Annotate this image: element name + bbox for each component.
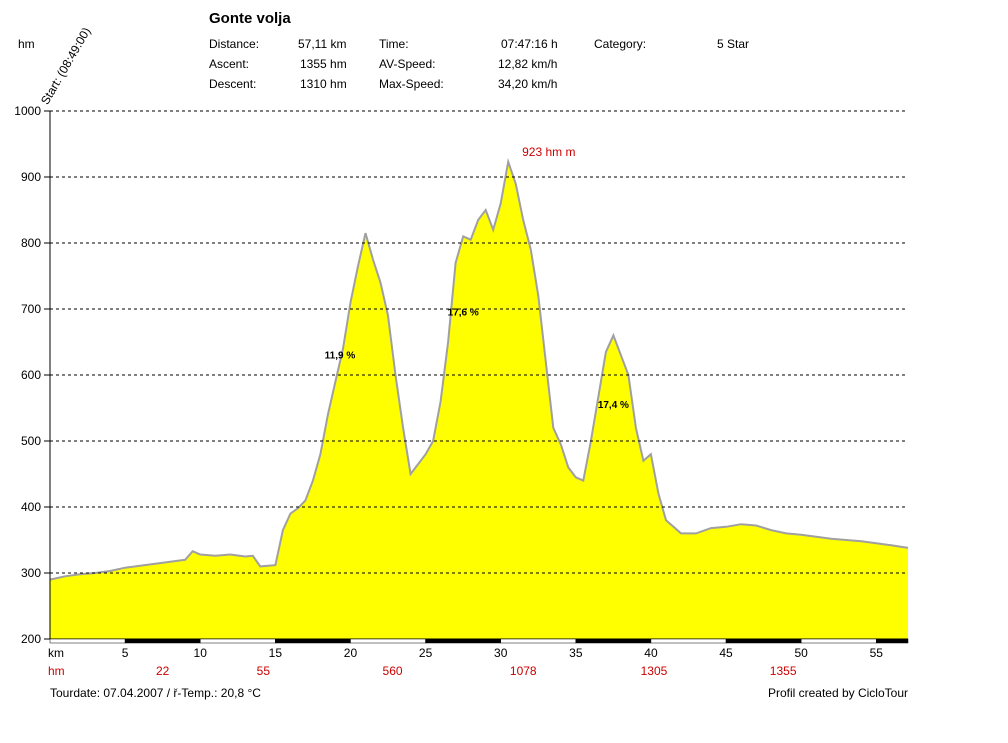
x-tick-label: 15: [269, 646, 283, 660]
scale-bar-segment: [500, 638, 577, 644]
x-tick-label: 30: [494, 646, 508, 660]
y-tick-label: 500: [21, 434, 41, 448]
y-tick-label: 400: [21, 500, 41, 514]
descent-value: 1310 hm: [300, 77, 347, 91]
scale-bar-segment: [49, 638, 126, 644]
y-tick-label: 800: [21, 236, 41, 250]
credit-label: Profil created by CicloTour: [767, 686, 908, 700]
x-axis-label: km: [48, 646, 64, 660]
avg-speed-value: 12,82 km/h: [498, 57, 558, 71]
scale-bar-segment: [725, 638, 802, 644]
cumulative-ascent-label: 1355: [770, 664, 797, 678]
distance-label: Distance:: [209, 37, 260, 51]
scale-bar-segment: [124, 638, 201, 644]
elevation-line: [49, 157, 909, 581]
scale-bar-segment: [275, 638, 351, 644]
scale-bar-segment: [199, 638, 276, 644]
time-label: Time:: [379, 37, 409, 51]
gradient-annotation: 17,6 %: [448, 308, 479, 319]
scale-bar-segment: [650, 638, 727, 644]
y-tick-label: 900: [21, 170, 41, 184]
scale-bar-segment: [575, 638, 652, 644]
avg-speed-label: AV-Speed:: [379, 57, 436, 71]
max-speed-value: 34,20 km/h: [498, 77, 558, 91]
time-value: 07:47:16 h: [501, 37, 558, 51]
gradient-annotation: 17,4 %: [598, 400, 629, 411]
x-tick-label: 20: [344, 646, 358, 660]
chart-title: Gonte volja: [209, 10, 291, 27]
cumulative-ascent-label: 22: [156, 664, 170, 678]
category-label: Category:: [594, 37, 647, 51]
cumulative-ascent-label: 55: [257, 664, 271, 678]
gradient-annotation: 11,9 %: [325, 351, 356, 362]
y-tick-label: 1000: [14, 104, 41, 118]
x-tick-label: 35: [569, 646, 583, 660]
y-tick-label: 600: [21, 368, 41, 382]
scale-bar-segment: [425, 638, 501, 644]
x-tick-label: 5: [122, 646, 129, 660]
y-tick-label: 200: [21, 632, 41, 646]
elevation-area: [50, 161, 908, 640]
scale-bar-segment: [876, 638, 909, 644]
cumulative-ascent-label: 1078: [510, 664, 537, 678]
tour-date: Tourdate: 07.04.2007 / ř-Temp.: 20,8 °C: [50, 686, 261, 700]
x-tick-label: 40: [644, 646, 658, 660]
hm-row-label: hm: [48, 664, 65, 678]
descent-label: Descent:: [209, 77, 257, 91]
peak-annotation: 923 hm m: [522, 145, 575, 159]
ascent-label: Ascent:: [209, 57, 250, 71]
distance-value: 57,11 km: [298, 37, 347, 51]
y-tick-label: 700: [21, 302, 41, 316]
y-tick-label: 300: [21, 566, 41, 580]
x-tick-label: 10: [194, 646, 208, 660]
x-tick-label: 45: [719, 646, 733, 660]
scale-bar-segment: [350, 638, 426, 644]
x-tick-label: 25: [419, 646, 433, 660]
scale-bar-segment: [800, 638, 877, 644]
max-speed-label: Max-Speed:: [379, 77, 444, 91]
cumulative-ascent-label: 560: [383, 664, 403, 678]
ascent-value: 1355 hm: [300, 57, 347, 71]
cumulative-ascent-label: 1305: [641, 664, 668, 678]
x-tick-label: 50: [795, 646, 809, 660]
y-unit-label: hm: [18, 37, 35, 51]
category-value: 5 Star: [717, 37, 750, 51]
x-tick-label: 55: [870, 646, 884, 660]
